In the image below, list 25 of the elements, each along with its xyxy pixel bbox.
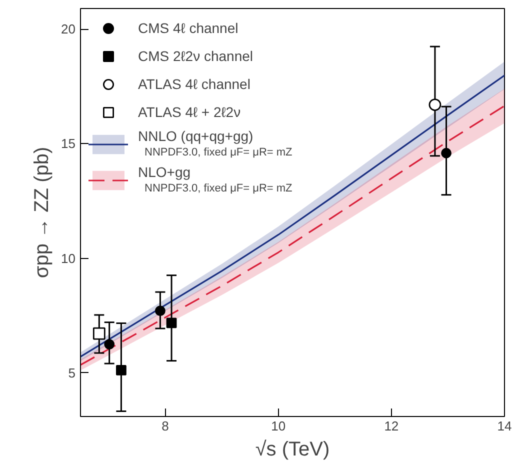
point xyxy=(92,327,106,340)
x-tick-label: 8 xyxy=(162,418,169,434)
legend-label: CMS 2ℓ2ν channel xyxy=(138,47,254,66)
legend-label: ATLAS 4ℓ + 2ℓ2ν xyxy=(138,103,241,122)
y-tick-label: 20 xyxy=(61,22,76,37)
point xyxy=(104,339,115,350)
y-axis-title: σpp → ZZ (pb) xyxy=(31,146,54,278)
legend-label: NLO+gg xyxy=(138,164,191,180)
legend-label: ATLAS 4ℓ channel xyxy=(138,75,250,94)
point xyxy=(155,306,166,316)
y-tick-label: 5 xyxy=(68,365,76,380)
point xyxy=(428,98,442,111)
legend-label: NNLO (qq+qg+gg) xyxy=(138,128,254,144)
point xyxy=(116,365,126,376)
annotation: NNPDF3.0, fixed μF= μR= mZ xyxy=(144,146,293,159)
x-axis-title: √s (TeV) xyxy=(255,438,330,460)
x-tick-label: 10 xyxy=(271,418,286,434)
point xyxy=(441,148,452,158)
point xyxy=(166,318,177,328)
x-tick-label: 14 xyxy=(497,418,512,434)
x-tick-label: 12 xyxy=(384,418,399,434)
annotation: NNPDF3.0, fixed μF= μR= mZ xyxy=(144,182,293,195)
legend-label: CMS 4ℓ channel xyxy=(138,19,238,38)
y-tick-label: 10 xyxy=(61,250,76,266)
y-tick-label: 15 xyxy=(61,136,76,152)
